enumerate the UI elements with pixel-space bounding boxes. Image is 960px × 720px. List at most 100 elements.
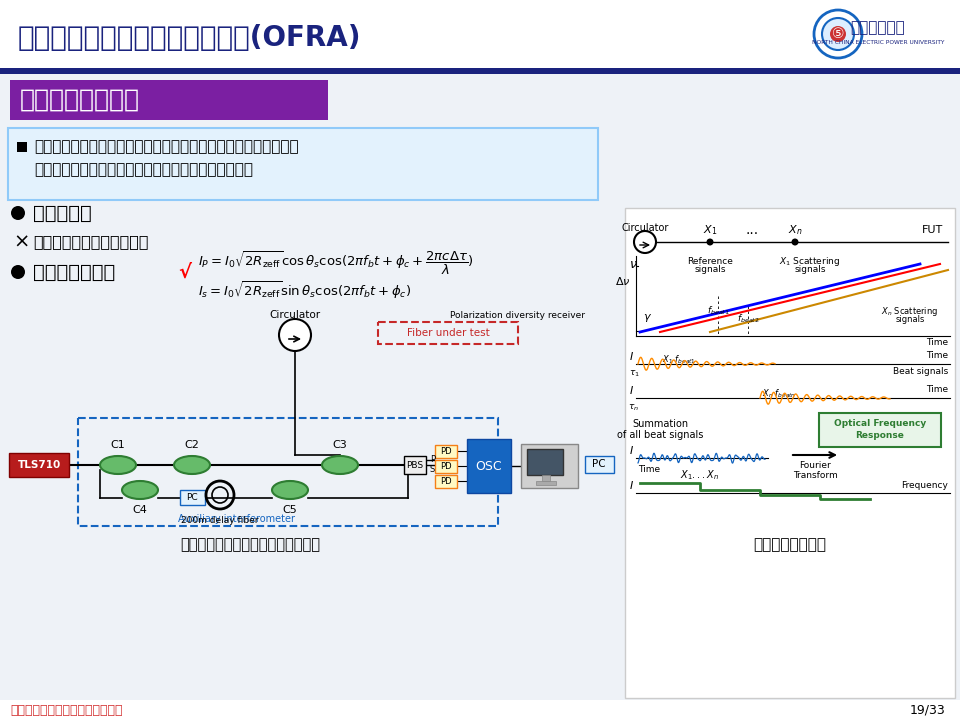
FancyBboxPatch shape [819, 413, 941, 447]
Text: $I_P = I_0\sqrt{2R_{\rm zeff}}\cos\theta_s\cos(2\pi f_b t + \phi_c + \dfrac{2\pi: $I_P = I_0\sqrt{2R_{\rm zeff}}\cos\theta… [198, 249, 474, 276]
FancyBboxPatch shape [180, 490, 204, 505]
Text: Circulator: Circulator [270, 310, 321, 320]
Text: signals: signals [694, 266, 726, 274]
Text: PBS: PBS [406, 461, 423, 469]
Text: 采用偏振分离采集，幅值合成计算的方法，消除了偏振随机波动效: 采用偏振分离采集，幅值合成计算的方法，消除了偏振随机波动效 [34, 140, 299, 155]
FancyBboxPatch shape [9, 453, 69, 477]
Text: 19/33: 19/33 [909, 703, 945, 716]
Text: 添加偏振分集接收装置后的实验光路: 添加偏振分集接收装置后的实验光路 [180, 538, 320, 552]
Text: Time: Time [638, 466, 660, 474]
Text: $X_n$ $f_{beat n}$: $X_n$ $f_{beat n}$ [762, 388, 796, 400]
Text: $f_{beat2}$: $f_{beat2}$ [736, 312, 759, 325]
Text: Fiber under test: Fiber under test [407, 328, 490, 338]
Circle shape [814, 10, 862, 58]
Text: $I$: $I$ [629, 479, 634, 491]
Text: $f_{beat1}$: $f_{beat1}$ [707, 305, 730, 318]
Text: Polarization diversity receiver: Polarization diversity receiver [450, 310, 585, 320]
Text: $\nu$: $\nu$ [629, 258, 637, 271]
Text: PD: PD [441, 462, 452, 471]
Text: $X_1...X_n$: $X_1...X_n$ [681, 468, 720, 482]
Text: signals: signals [794, 266, 826, 274]
Text: √: √ [178, 263, 191, 282]
FancyBboxPatch shape [10, 80, 328, 120]
Text: $I$: $I$ [629, 444, 634, 456]
Text: Transform: Transform [793, 472, 837, 480]
FancyBboxPatch shape [8, 128, 598, 200]
Text: $\tau_n$: $\tau_n$ [629, 402, 639, 413]
FancyBboxPatch shape [435, 475, 457, 488]
FancyBboxPatch shape [625, 208, 955, 698]
FancyBboxPatch shape [585, 456, 613, 472]
FancyBboxPatch shape [435, 445, 457, 458]
FancyBboxPatch shape [467, 439, 511, 493]
Text: of all beat signals: of all beat signals [617, 430, 703, 440]
Circle shape [279, 319, 311, 351]
Text: $X_1$ $f_{beat1}$: $X_1$ $f_{beat1}$ [662, 354, 696, 366]
Text: PC: PC [592, 459, 606, 469]
Text: Fourier: Fourier [799, 462, 830, 470]
Text: C4: C4 [132, 505, 148, 515]
FancyBboxPatch shape [17, 142, 27, 152]
Text: Frequency: Frequency [901, 480, 948, 490]
Ellipse shape [100, 456, 136, 474]
Text: FUT: FUT [922, 225, 943, 235]
Text: Beat signals: Beat signals [893, 367, 948, 377]
Text: Optical Frequency: Optical Frequency [834, 418, 926, 428]
FancyBboxPatch shape [404, 456, 426, 474]
Text: 频分复用定位算法: 频分复用定位算法 [754, 538, 827, 552]
Text: Reference: Reference [687, 256, 732, 266]
Text: $\tau_1$: $\tau_1$ [629, 369, 639, 379]
Text: 偏振分集接收法: 偏振分集接收法 [33, 263, 115, 282]
Circle shape [822, 18, 854, 50]
Text: TLS710: TLS710 [17, 460, 60, 470]
Text: $X_n$: $X_n$ [788, 223, 803, 237]
Text: 变压器绕组变形光纤分布式传感(OFRA): 变压器绕组变形光纤分布式传感(OFRA) [18, 24, 362, 52]
Text: S: S [430, 466, 435, 474]
Text: PC: PC [186, 492, 198, 502]
Text: $X_1$: $X_1$ [703, 223, 717, 237]
Text: PD: PD [441, 447, 452, 456]
Text: C1: C1 [110, 440, 126, 450]
Text: $I$: $I$ [629, 350, 634, 362]
Text: 应对弱信号的影响，提高了频分复用算法的定位精度。: 应对弱信号的影响，提高了频分复用算法的定位精度。 [34, 163, 253, 178]
Text: 偏振衰落抑制研究: 偏振衰落抑制研究 [20, 88, 140, 112]
Circle shape [830, 26, 846, 42]
FancyBboxPatch shape [521, 444, 578, 488]
FancyBboxPatch shape [542, 475, 550, 481]
FancyBboxPatch shape [0, 68, 960, 74]
Text: 200m delay fiber: 200m delay fiber [181, 516, 259, 525]
FancyBboxPatch shape [0, 700, 960, 720]
Circle shape [791, 238, 799, 246]
Text: Circulator: Circulator [621, 223, 669, 233]
Circle shape [11, 265, 25, 279]
Circle shape [707, 238, 713, 246]
Text: Response: Response [855, 431, 904, 439]
Text: signals: signals [896, 315, 924, 323]
Ellipse shape [122, 481, 158, 499]
FancyBboxPatch shape [536, 481, 556, 485]
Text: $X_1$ Scattering: $X_1$ Scattering [780, 254, 841, 268]
Text: $\Delta\nu$: $\Delta\nu$ [615, 275, 631, 287]
Text: C3: C3 [332, 440, 348, 450]
Text: NORTH CHINA ELECTRIC POWER UNIVERSITY: NORTH CHINA ELECTRIC POWER UNIVERSITY [812, 40, 945, 45]
Circle shape [11, 206, 25, 220]
Text: 华北电力大学: 华北电力大学 [851, 20, 905, 35]
Text: ×: × [13, 233, 30, 251]
FancyBboxPatch shape [527, 449, 563, 475]
Text: ⑤: ⑤ [831, 27, 844, 41]
Text: Time: Time [925, 338, 948, 347]
FancyBboxPatch shape [435, 460, 457, 473]
Text: P: P [430, 456, 435, 464]
Text: OSC: OSC [476, 459, 502, 472]
Text: PD: PD [441, 477, 452, 486]
Ellipse shape [322, 456, 358, 474]
Text: C5: C5 [282, 505, 298, 515]
Text: Summation: Summation [632, 419, 688, 429]
Text: 全保偏光纤: 全保偏光纤 [33, 204, 92, 222]
Ellipse shape [174, 456, 210, 474]
Text: Time: Time [925, 351, 948, 361]
Text: Time: Time [925, 385, 948, 395]
Text: C2: C2 [184, 440, 200, 450]
Text: Auxiliary interferometer: Auxiliary interferometer [178, 514, 295, 524]
Text: $\gamma$: $\gamma$ [643, 312, 653, 324]
